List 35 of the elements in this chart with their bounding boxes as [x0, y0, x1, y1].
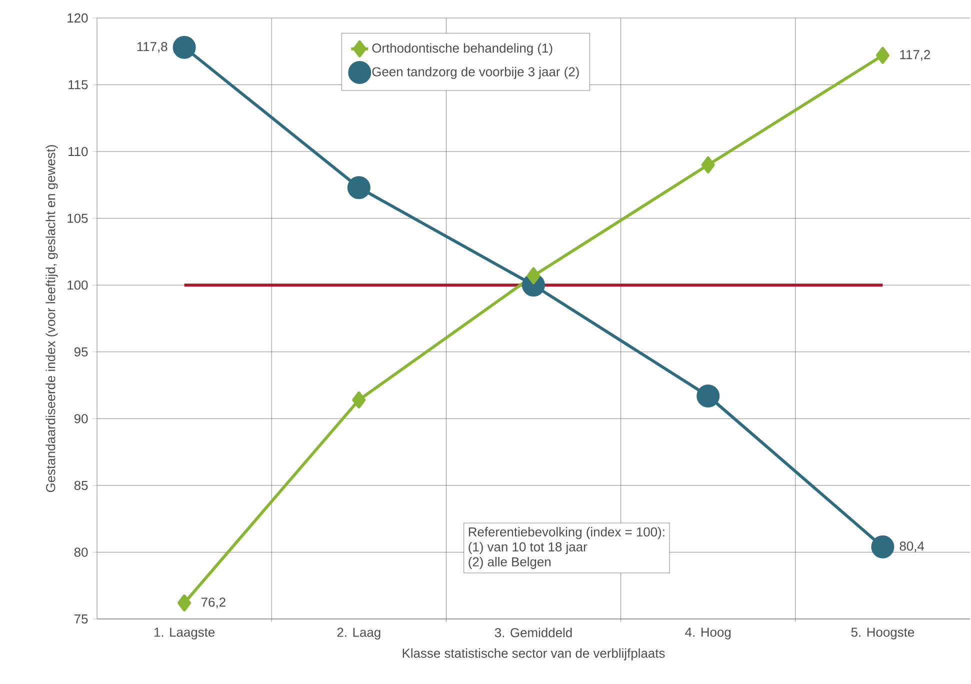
y-tick-label: 85 [74, 480, 88, 490]
y-tick-label: 90 [74, 414, 88, 424]
annotation: (2) alle Belgen [468, 556, 551, 569]
data-label: 117,2 [900, 50, 930, 61]
y-axis-title: Gestandaardiseerde index (voor leeftijd, geslacht en gewest) [46, 145, 58, 492]
x-tick-label: 5. Hoogste [851, 628, 914, 640]
data-label: 76,2 [201, 598, 226, 608]
x-tick-label: 3. Gemiddeld [494, 628, 572, 638]
point [178, 594, 192, 612]
point [871, 535, 894, 558]
x-tick-label: 2. Laag [337, 628, 380, 640]
point [696, 384, 720, 408]
annotation: (1) van 10 tot 18 jaar [468, 542, 588, 554]
y-tick-label: 75 [74, 614, 88, 624]
y-tick-label: 120 [68, 13, 88, 23]
y-tick-label: 95 [74, 347, 88, 356]
x-tick-label: 4. Hoog [685, 628, 731, 640]
y-tick-label: 80 [74, 548, 88, 557]
legend-label: Orthodontische behandeling (1) [372, 43, 552, 56]
data-label: 117,8 [137, 42, 168, 53]
y-tick-label: 100 [68, 280, 88, 290]
point [876, 46, 890, 64]
point [172, 36, 196, 59]
y-tick-label: 115 [68, 80, 88, 90]
x-tick-label: 1. Laagste [154, 628, 215, 640]
annotation: Referentiebevolking (index = 100): [468, 527, 664, 540]
point [347, 176, 370, 200]
point [526, 267, 540, 284]
x-axis-title: Klasse statistische sector van de verblijfplaats [402, 648, 665, 660]
y-tick-label: 105 [68, 214, 88, 223]
point [701, 156, 715, 174]
legend-label: Geen tandzorg de voorbije 3 jaar (2) [372, 66, 579, 79]
data-label: 80,4 [900, 542, 924, 552]
point [352, 391, 366, 408]
y-tick-label: 110 [68, 146, 88, 156]
